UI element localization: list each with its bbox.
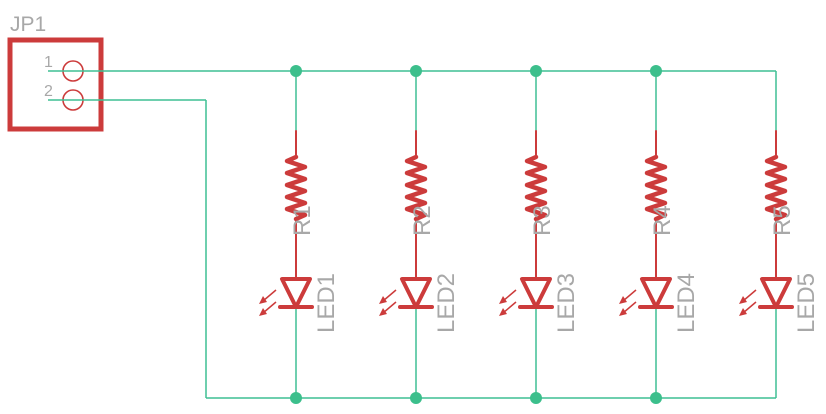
resistor-label: R4 xyxy=(649,205,676,236)
connector-ref-label: JP1 xyxy=(10,13,46,36)
junction-dot xyxy=(290,65,302,77)
pin-1-label: 1 xyxy=(44,54,53,71)
branch-2: R2 LED2 xyxy=(379,71,460,398)
resistor-label: R1 xyxy=(289,205,316,236)
junction-dot xyxy=(410,392,422,404)
branch-4: R4 LED4 xyxy=(619,71,700,398)
junction-dot xyxy=(650,65,662,77)
resistor-label: R5 xyxy=(769,205,796,236)
connector-outline xyxy=(7,37,104,132)
branch-1: R1 LED1 xyxy=(259,71,340,398)
junction-dot xyxy=(530,65,542,77)
light-arrows-icon xyxy=(619,289,637,316)
junctions xyxy=(290,65,662,404)
led-triangle[interactable] xyxy=(400,277,432,309)
branch-3: R3 LED3 xyxy=(499,71,580,398)
led-label: LED1 xyxy=(313,273,340,333)
light-arrows-icon xyxy=(379,289,397,316)
junction-dot xyxy=(530,392,542,404)
junction-dot xyxy=(290,392,302,404)
light-arrows-icon xyxy=(499,289,517,316)
light-arrows-icon xyxy=(739,289,757,316)
led-label: LED5 xyxy=(793,273,820,333)
resistor-r1[interactable] xyxy=(284,154,308,222)
led-label: LED2 xyxy=(433,273,460,333)
led-label: LED3 xyxy=(553,273,580,333)
resistor-r4[interactable] xyxy=(644,154,668,222)
pin-2-label: 2 xyxy=(44,83,53,100)
resistor-r3[interactable] xyxy=(524,154,548,222)
resistor-label: R2 xyxy=(409,205,436,236)
resistor-r2[interactable] xyxy=(404,154,428,222)
resistor-label: R3 xyxy=(529,205,556,236)
led-triangle[interactable] xyxy=(640,277,672,309)
resistor-r5[interactable] xyxy=(764,154,788,222)
led-triangle[interactable] xyxy=(760,277,792,309)
junction-dot xyxy=(650,392,662,404)
junction-dot xyxy=(410,65,422,77)
led-label: LED4 xyxy=(673,273,700,333)
led-triangle[interactable] xyxy=(280,277,312,309)
led-triangle[interactable] xyxy=(520,277,552,309)
light-arrows-icon xyxy=(259,289,277,316)
branch-5: R5 LED5 xyxy=(739,71,820,398)
